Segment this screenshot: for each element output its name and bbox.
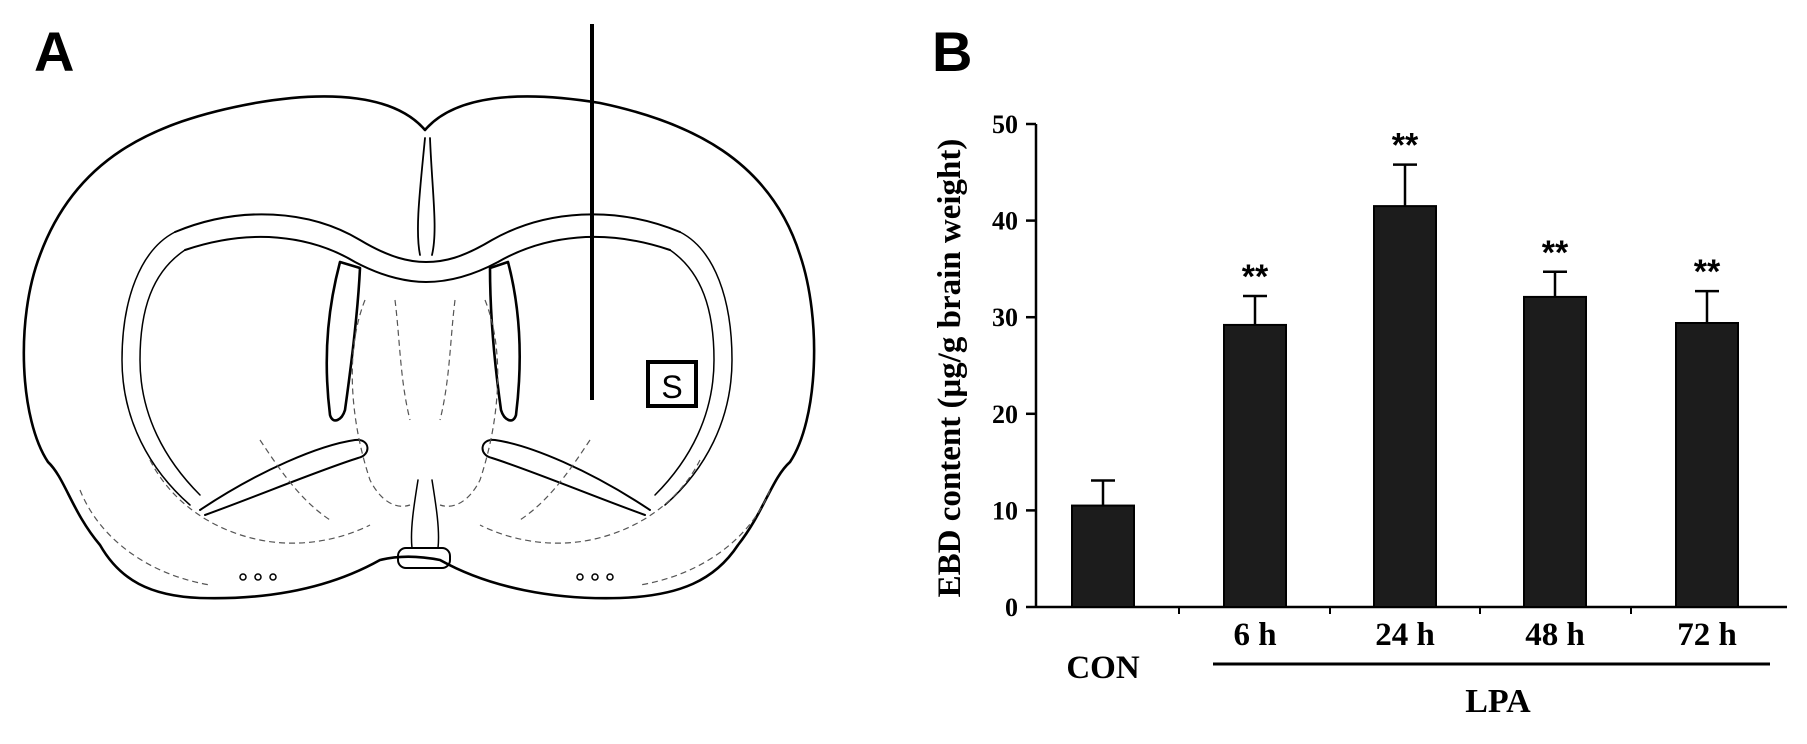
y-tick-label: 30 bbox=[992, 303, 1018, 332]
brain-outline bbox=[22, 95, 816, 600]
bar bbox=[1523, 295, 1587, 608]
x-tick-label: CON bbox=[1066, 650, 1140, 686]
chart-x-labels: CON 6 h 24 h 48 h 72 h bbox=[1066, 617, 1770, 686]
region-s-label: S bbox=[661, 369, 682, 405]
bar bbox=[1071, 504, 1135, 609]
y-tick-label: 20 bbox=[992, 400, 1018, 429]
panel-a-label: A bbox=[34, 20, 75, 83]
y-axis-label: EBD content (μg/g brain weight) bbox=[932, 139, 968, 598]
corpus-callosum bbox=[174, 213, 681, 263]
x-tick-label: 48 h bbox=[1525, 617, 1585, 653]
y-tick-label: 0 bbox=[1005, 593, 1018, 622]
x-tick-label: 6 h bbox=[1233, 617, 1276, 653]
bar bbox=[1373, 205, 1437, 609]
brain-section-diagram: S bbox=[22, 24, 816, 600]
lateral-ventricle-left bbox=[325, 260, 362, 422]
x-tick-label: 24 h bbox=[1375, 617, 1435, 653]
significance-label: ** bbox=[1694, 253, 1721, 291]
chart-axes: 0 10 20 30 40 50 bbox=[992, 110, 1787, 622]
x-tick-label: 72 h bbox=[1677, 617, 1737, 653]
y-tick-label: 10 bbox=[992, 496, 1018, 525]
lpa-group-label: LPA bbox=[1465, 683, 1531, 720]
bar bbox=[1223, 323, 1287, 608]
region-s-box bbox=[646, 360, 698, 408]
significance-label: ** bbox=[1392, 127, 1419, 165]
y-tick-label: 40 bbox=[992, 207, 1018, 236]
y-tick-label: 50 bbox=[992, 110, 1018, 139]
panel-b-label: B bbox=[932, 20, 973, 83]
chart-bars: ** ** ** ** bbox=[1071, 127, 1739, 609]
significance-label: ** bbox=[1542, 234, 1569, 272]
bar bbox=[1675, 321, 1739, 608]
significance-label: ** bbox=[1242, 258, 1269, 296]
